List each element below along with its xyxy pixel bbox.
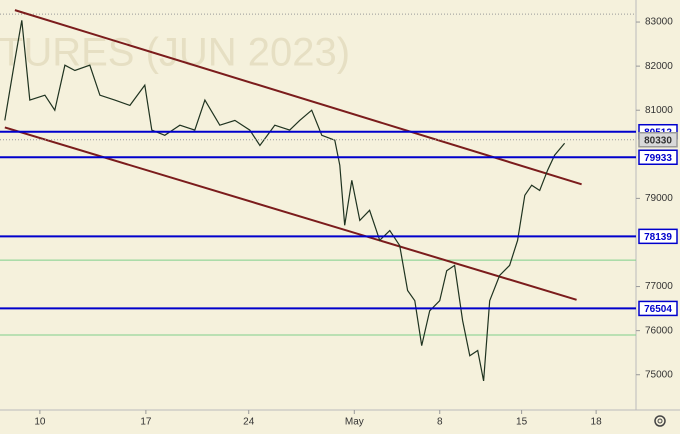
x-tick-label: 17 (140, 417, 152, 428)
y-tick-label: 83000 (645, 17, 673, 28)
watermark: UTURES (JUN 2023) (0, 31, 350, 75)
level-box (638, 132, 678, 148)
price-line (4, 20, 566, 382)
x-tick-label: 8 (437, 417, 443, 428)
y-tick-label: 82000 (645, 61, 673, 72)
trend-line (4, 126, 577, 301)
level-label: 79933 (644, 153, 672, 164)
x-tick-label: 10 (34, 417, 46, 428)
y-tick-label: 77000 (645, 281, 673, 292)
level-label: 80330 (644, 135, 672, 146)
level-box (638, 149, 678, 166)
x-tick-label: 15 (516, 417, 528, 428)
trend-line (14, 9, 582, 186)
x-tick-label: 24 (243, 417, 255, 428)
y-tick-label: 81000 (645, 105, 673, 116)
level-box (638, 228, 678, 245)
settings-icon[interactable] (654, 415, 666, 427)
x-tick-label: 18 (591, 417, 603, 428)
level-box (638, 300, 678, 317)
y-tick-label: 79000 (645, 193, 673, 204)
y-tick-label: 76000 (645, 325, 673, 336)
level-label: 78139 (644, 232, 672, 243)
y-tick-label: 75000 (645, 369, 673, 380)
level-label: 76504 (644, 304, 672, 315)
x-tick-label: May (345, 417, 364, 428)
